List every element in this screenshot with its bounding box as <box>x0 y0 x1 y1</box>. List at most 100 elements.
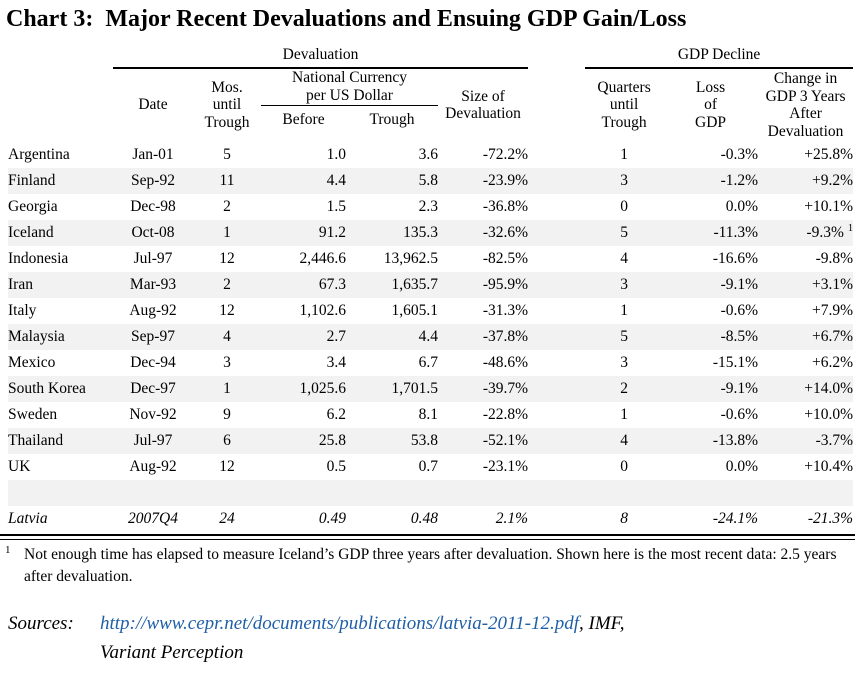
spacer-cell <box>528 506 585 532</box>
cell-change: -9.3% 1 <box>806 222 854 241</box>
cell-mos <box>193 480 261 506</box>
cell-before: 2.7 <box>326 327 346 345</box>
cell-before: 3.4 <box>326 353 346 371</box>
source-link[interactable]: http://www.cepr.net/documents/publicatio… <box>100 612 579 634</box>
cell-trough: 4.4 <box>418 327 438 345</box>
sources-suffix: , IMF, <box>579 612 625 634</box>
spacer-cell <box>528 376 585 402</box>
spacer-cell <box>528 220 585 246</box>
cell-quarters: 1 <box>620 301 628 319</box>
table-row: UK Aug-92 12 0.5 0.7 -23.1% 0 0.0% +10.4% <box>8 454 853 480</box>
cell-country <box>8 480 113 506</box>
group-header-row: Devaluation GDP Decline <box>8 43 854 69</box>
cell-country: Georgia <box>8 197 58 215</box>
cell-mos: 12 <box>219 457 235 475</box>
cell-mos: 12 <box>219 249 235 267</box>
cell-size: -36.8% <box>482 197 529 215</box>
cell-date: Mar-93 <box>129 275 177 293</box>
cell-country: Malaysia <box>8 327 65 345</box>
cell-mos: 12 <box>219 301 235 319</box>
table-row: South Korea Dec-97 1 1,025.6 1,701.5 -39.7% 2 -… <box>8 375 854 402</box>
cell-country: Finland <box>8 171 56 189</box>
cell-loss: -9.1% <box>720 275 759 293</box>
cell-date: Aug-92 <box>129 301 177 319</box>
spacer-cell <box>528 272 585 298</box>
cell-loss: 0.0% <box>725 197 759 215</box>
cell-loss: -9.1% <box>720 379 759 397</box>
table-row: Latvia 2007Q4 24 0.49 0.48 2.1% 8 -24.1% -21.3% <box>8 506 853 532</box>
table-row: Italy Aug-92 12 1,102.6 1,605.1 -31.3% 1 -0.6% +… <box>8 298 853 324</box>
cell-country: Indonesia <box>8 249 69 267</box>
table-row: Iceland Oct-08 1 91.2 135.3 -32.6% 5 -11.3% -9.3… <box>8 219 854 246</box>
cell-before: 4.4 <box>326 171 346 189</box>
cell-trough: 3.6 <box>418 145 438 163</box>
cell-trough: 53.8 <box>410 431 438 449</box>
cell-change: +10.1% <box>804 197 854 215</box>
spacer-cell <box>528 298 585 324</box>
cell-change <box>758 480 853 506</box>
cell-mos: 9 <box>223 405 231 423</box>
cell-trough: 5.8 <box>418 171 438 189</box>
spacer-cell <box>528 43 585 68</box>
table-row: Georgia Dec-98 2 1.5 2.3 -36.8% 0 0.0% +10.1% <box>8 194 853 220</box>
cell-size: -31.3% <box>482 301 529 319</box>
corner-cell <box>8 68 113 105</box>
cell-date: Dec-94 <box>130 353 176 371</box>
report-page: Chart 3: Major Recent Devaluations and E… <box>0 6 859 679</box>
cell-mos: 2 <box>223 275 231 293</box>
cell-loss: -0.6% <box>720 405 759 423</box>
cell-trough: 1,701.5 <box>391 379 439 397</box>
cell-size: -22.8% <box>482 405 529 423</box>
cell-quarters: 0 <box>620 457 628 475</box>
cell-country: Argentina <box>8 145 70 163</box>
cell-loss: -16.6% <box>712 249 759 267</box>
col-header-national-currency-label: National Currency per US Dollar <box>292 69 407 104</box>
cell-mos: 24 <box>219 509 235 527</box>
cell-size: -52.1% <box>482 431 529 449</box>
cell-before: 1,102.6 <box>299 301 347 319</box>
footnote-marker: 1 <box>5 543 11 556</box>
bottom-double-rule <box>0 533 855 540</box>
cell-change: +10.4% <box>804 457 854 475</box>
cell-before: 25.8 <box>318 431 346 449</box>
group-header-devaluation: Devaluation <box>113 43 529 69</box>
cell-date: Aug-92 <box>129 457 177 475</box>
cell-size: -95.9% <box>482 275 529 293</box>
cell-size: -32.6% <box>482 223 529 241</box>
cell-change: -9.8% <box>815 249 854 267</box>
cell-before: 1,025.6 <box>299 379 347 397</box>
corner-cell <box>8 105 113 142</box>
table-row: Malaysia Sep-97 4 2.7 4.4 -37.8% 5 -8.5% +6.7% <box>8 323 854 350</box>
cell-date: Dec-97 <box>130 379 176 397</box>
cell-mos: 3 <box>223 353 231 371</box>
cell-mos: 6 <box>223 431 231 449</box>
cell-trough: 2.3 <box>418 197 438 215</box>
cell-quarters: 2 <box>620 379 628 397</box>
cell-before: 1.0 <box>326 145 346 163</box>
cell-before: 1.5 <box>326 197 346 215</box>
cell-size: -82.5% <box>482 249 529 267</box>
cell-country: Sweden <box>8 405 58 423</box>
cell-quarters <box>585 480 663 506</box>
sources-block: Sources: http://www.cepr.net/documents/p… <box>8 609 859 668</box>
cell-change: +6.2% <box>812 353 854 371</box>
cell-mos: 5 <box>223 145 231 163</box>
spacer-cell <box>528 480 585 506</box>
spacer-cell <box>528 428 585 454</box>
cell-date <box>113 480 193 506</box>
cell-size: -39.7% <box>482 379 529 397</box>
cell-quarters: 3 <box>620 171 628 189</box>
cell-mos: 1 <box>223 379 231 397</box>
col-header-size-label: Size of Devaluation <box>445 87 521 123</box>
cell-change: +3.1% <box>812 275 854 293</box>
table-body: Argentina Jan-01 5 1.0 3.6 -72.2% 1 -0.3% +25.8%… <box>8 142 854 532</box>
cell-date: Jan-01 <box>132 145 174 163</box>
cell-quarters: 4 <box>620 249 628 267</box>
table-row: Indonesia Jul-97 12 2,446.6 13,962.5 -82.5% 4 -… <box>8 246 853 272</box>
cell-trough <box>346 480 438 506</box>
cell-loss: -0.6% <box>720 301 759 319</box>
cell-size: -37.8% <box>482 327 529 345</box>
cell-size: -23.9% <box>482 171 529 189</box>
cell-loss: -8.5% <box>720 327 759 345</box>
table-row: Finland Sep-92 11 4.4 5.8 -23.9% 3 -1.2% +9.2% <box>8 167 854 194</box>
